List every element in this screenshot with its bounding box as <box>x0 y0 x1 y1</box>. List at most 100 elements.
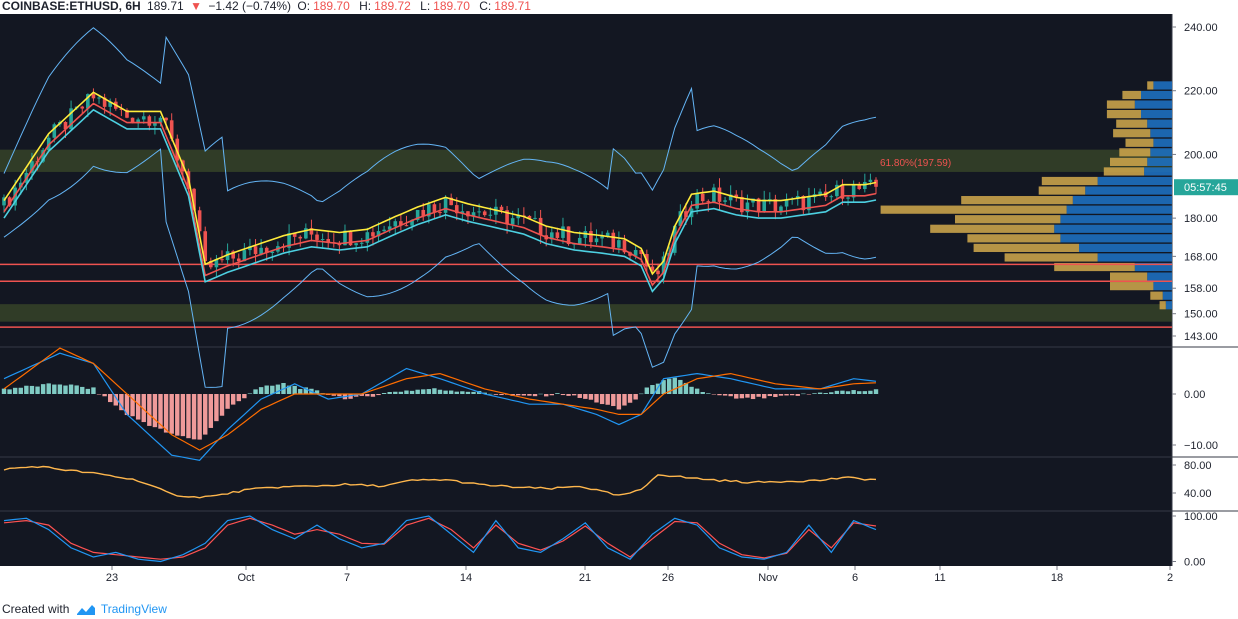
macd-histogram-bar <box>18 387 23 394</box>
volume-profile-bar-down <box>1106 100 1135 109</box>
price-tick-label: 168.00 <box>1184 251 1218 263</box>
volume-profile-bar-up <box>1072 196 1172 205</box>
candle-body <box>801 196 806 211</box>
macd-histogram-bar <box>784 394 789 396</box>
candle-body <box>723 200 727 202</box>
macd-histogram-bar <box>119 394 124 411</box>
macd-histogram-bar <box>63 385 68 394</box>
price-tick-label: 158.00 <box>1184 283 1218 295</box>
macd-histogram-bar <box>812 393 817 394</box>
volume-profile-bar-up <box>1150 148 1172 157</box>
macd-histogram-bar <box>175 394 180 436</box>
price-tick-label: 240.00 <box>1184 22 1218 34</box>
macd-histogram-bar <box>605 394 610 405</box>
candle-body <box>41 150 45 162</box>
candle-body <box>18 182 23 188</box>
time-tick-label: 23 <box>106 572 118 584</box>
macd-histogram-bar <box>728 394 733 397</box>
macd-histogram-bar <box>851 390 856 394</box>
price-tick-label: 200.00 <box>1184 149 1218 161</box>
macd-histogram-bar <box>806 394 812 395</box>
candle-body <box>488 214 493 216</box>
volume-profile-bar-down <box>1147 81 1154 90</box>
macd-histogram-bar <box>834 390 840 394</box>
macd-histogram-bar <box>46 383 51 394</box>
close-label: C: <box>479 0 492 13</box>
macd-histogram-bar <box>767 394 772 397</box>
macd-histogram-bar <box>57 384 63 394</box>
macd-histogram-bar <box>666 378 672 394</box>
time-tick-label: 7 <box>344 572 350 584</box>
candle-body <box>253 246 258 255</box>
candle-body <box>320 238 325 240</box>
candle-body <box>214 259 219 268</box>
macd-tick-label: 0.00 <box>1184 389 1205 401</box>
volume-profile-bar-down <box>1110 282 1154 291</box>
rsi-tick-label: 80.00 <box>1184 460 1212 472</box>
symbol-label[interactable]: COINBASE:ETHUSD, 6H <box>2 0 141 13</box>
macd-histogram-bar <box>616 394 622 410</box>
candle-body <box>717 187 722 202</box>
time-tick-label: 26 <box>662 572 674 584</box>
price-tick-label: 180.00 <box>1184 213 1218 225</box>
candle-body <box>594 238 599 243</box>
volume-profile-bar-down <box>1038 186 1086 195</box>
macd-histogram-bar <box>286 385 292 394</box>
volume-profile-bar-down <box>1119 148 1151 157</box>
candle-body <box>158 117 163 123</box>
open-label: O: <box>297 0 311 13</box>
candle-body <box>86 94 90 109</box>
macd-histogram-bar <box>253 389 258 394</box>
macd-histogram-bar <box>415 389 420 394</box>
macd-histogram-bar <box>801 393 806 395</box>
last-price: 189.71 <box>147 0 184 13</box>
candle-body <box>477 211 481 213</box>
macd-histogram-bar <box>544 394 549 397</box>
candle-body <box>466 211 470 217</box>
low-value: 189.70 <box>433 0 470 13</box>
candle-body <box>745 202 750 213</box>
macd-histogram-bar <box>549 394 554 396</box>
macd-histogram-bar <box>493 394 499 395</box>
macd-histogram-bar <box>739 394 745 399</box>
candle-body <box>119 108 124 110</box>
candle-body <box>829 196 834 198</box>
chart-canvas[interactable]: 61.80%(197.59)240.00220.00200.00180.0016… <box>0 14 1238 600</box>
macd-histogram-bar <box>152 394 158 428</box>
candle-body <box>549 232 554 240</box>
time-tick-label: 2 <box>1167 572 1173 584</box>
time-tick-label: 11 <box>934 572 945 584</box>
volume-profile-bar-down <box>1150 291 1163 300</box>
chart-header: COINBASE:ETHUSD, 6H 189.71 ▼ −1.42 (−0.7… <box>0 0 1238 14</box>
volume-profile-bar-down <box>880 205 1067 214</box>
macd-histogram-bar <box>230 394 236 405</box>
low-label: L: <box>420 0 431 13</box>
macd-histogram-bar <box>393 391 398 394</box>
candle-body <box>30 161 34 173</box>
macd-histogram-bar <box>762 394 767 399</box>
macd-histogram-bar <box>611 394 616 407</box>
volume-profile-bar-down <box>1125 138 1154 147</box>
macd-histogram-bar <box>298 389 303 394</box>
macd-histogram-bar <box>130 394 135 417</box>
macd-histogram-bar <box>270 385 275 394</box>
macd-histogram-bar <box>845 391 851 394</box>
macd-histogram-bar <box>96 394 102 395</box>
candle-body <box>259 247 263 255</box>
ohlc-open: O: 189.70 <box>297 0 352 13</box>
macd-histogram-bar <box>443 390 448 394</box>
macd-histogram-bar <box>147 394 152 426</box>
macd-histogram-bar <box>303 387 309 394</box>
macd-histogram-bar <box>52 384 57 394</box>
candle-body <box>622 240 627 253</box>
candle-body <box>505 210 509 225</box>
macd-histogram-bar <box>197 394 202 440</box>
tradingview-brand[interactable]: TradingView <box>100 602 167 616</box>
macd-histogram-bar <box>521 394 527 396</box>
candle-body <box>807 197 811 211</box>
volume-profile-bar-up <box>1097 253 1172 262</box>
time-tick-label: 18 <box>1051 572 1063 584</box>
current-price-label: 05:57:45 <box>1184 182 1227 194</box>
candle-body <box>784 199 789 207</box>
macd-histogram-bar <box>566 394 571 396</box>
